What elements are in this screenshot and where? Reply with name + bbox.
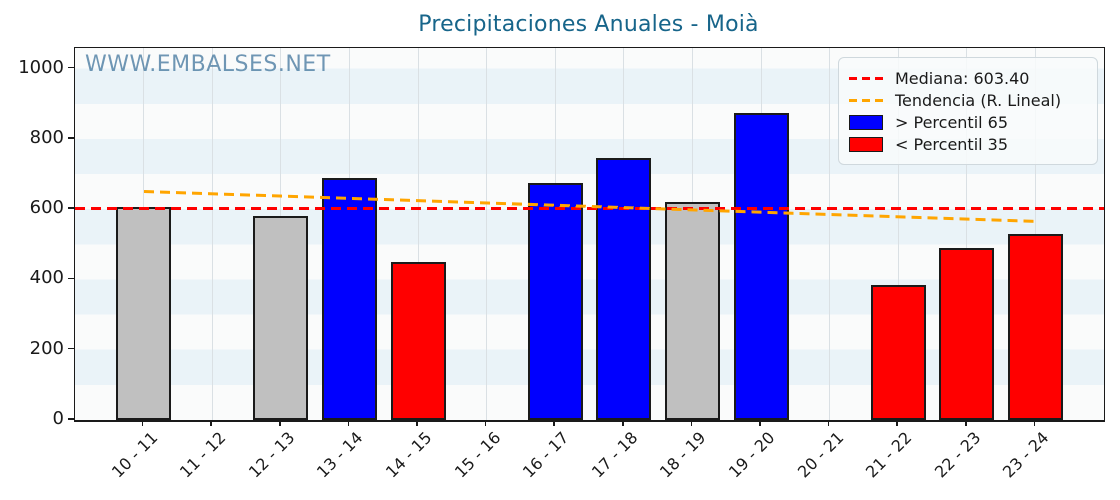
y-tick-label: 1000 (18, 56, 64, 78)
trend-dash-icon (849, 98, 883, 102)
x-tick-mark (416, 421, 418, 426)
x-tick-mark (210, 421, 212, 426)
x-tick-label: 18 - 19 (656, 428, 710, 482)
bar-10-11 (116, 207, 172, 420)
x-tick-label: 21 - 22 (862, 428, 916, 482)
vertical-gridline (486, 48, 488, 420)
x-tick-mark (690, 421, 693, 426)
bar-23-24 (1007, 233, 1063, 420)
x-tick-label: 23 - 24 (999, 428, 1053, 482)
y-tick-label: 800 (29, 126, 64, 148)
x-tick-mark (896, 421, 898, 426)
x-tick-label: 15 - 16 (450, 428, 505, 482)
legend-row-trend: Tendencia (R. Lineal) (849, 89, 1087, 111)
vertical-gridline (897, 48, 899, 420)
legend-row-low: < Percentil 35 (849, 133, 1087, 155)
y-tick-mark (68, 277, 74, 280)
x-tick-label: 14 - 15 (381, 428, 436, 482)
high-percentile-swatch-icon (849, 114, 883, 130)
legend: Mediana: 603.40 Tendencia (R. Lineal) > … (838, 57, 1098, 165)
watermark: WWW.EMBALSES.NET (85, 52, 331, 77)
x-tick-mark (827, 421, 830, 426)
y-tick-label: 0 (52, 408, 64, 429)
bar-14-15 (390, 261, 446, 420)
vertical-gridline (211, 48, 213, 420)
y-tick-label: 200 (29, 337, 64, 359)
y-tick-mark (68, 347, 74, 350)
legend-trend-label: Tendencia (R. Lineal) (895, 90, 1062, 110)
x-tick-mark (965, 421, 967, 426)
legend-row-median: Mediana: 603.40 (849, 67, 1087, 89)
bar-18-19 (664, 202, 720, 420)
y-tick-label: 600 (29, 197, 64, 219)
x-tick-label: 12 - 13 (244, 428, 299, 482)
vertical-gridline (966, 48, 968, 420)
y-tick-label: 400 (29, 267, 64, 289)
vertical-gridline (829, 48, 831, 420)
median-line (75, 206, 1104, 210)
y-tick-mark (68, 66, 74, 69)
chart-title: Precipitaciones Anuales - Moià (418, 12, 759, 37)
bar-19-20 (733, 112, 789, 420)
bar-13-14 (321, 177, 377, 420)
bar-21-22 (870, 284, 926, 420)
low-percentile-swatch-icon (849, 136, 883, 152)
legend-median-label: Mediana: 603.40 (895, 68, 1030, 88)
vertical-gridline (417, 48, 419, 420)
legend-high-label: > Percentil 65 (895, 112, 1009, 132)
x-tick-label: 10 - 11 (107, 428, 162, 482)
x-tick-label: 11 - 12 (176, 428, 230, 482)
x-tick-label: 16 - 17 (519, 428, 573, 482)
bar-22-23 (939, 247, 995, 420)
x-tick-mark (622, 421, 624, 426)
x-tick-mark (141, 421, 144, 426)
bar-17-18 (596, 158, 652, 420)
y-tick-mark (68, 207, 74, 209)
x-tick-mark (484, 421, 487, 426)
y-tick-mark (68, 418, 74, 420)
x-tick-label: 19 - 20 (724, 428, 779, 482)
x-tick-label: 13 - 14 (313, 428, 367, 482)
x-tick-mark (759, 421, 761, 426)
x-tick-mark (1033, 421, 1036, 426)
x-tick-label: 20 - 21 (793, 428, 848, 482)
y-tick-mark (68, 137, 74, 139)
x-tick-mark (347, 421, 350, 426)
x-tick-mark (553, 421, 555, 426)
legend-low-label: < Percentil 35 (895, 134, 1009, 154)
bar-16-17 (527, 182, 583, 420)
bar-12-13 (253, 216, 309, 420)
x-tick-mark (279, 421, 281, 426)
plot-area: WWW.EMBALSES.NET Mediana: 603.40 Tendenc… (74, 47, 1105, 422)
x-tick-label: 17 - 18 (587, 428, 642, 482)
median-dash-icon (849, 76, 883, 80)
legend-row-high: > Percentil 65 (849, 111, 1087, 133)
x-tick-label: 22 - 23 (930, 428, 985, 482)
